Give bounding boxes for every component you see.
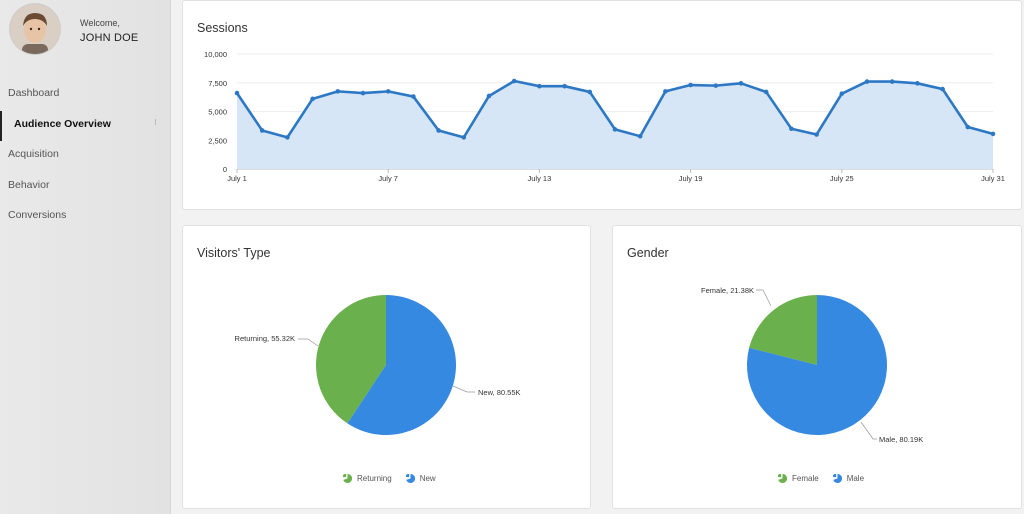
sessions-x-tick-label: July 13 <box>528 174 552 183</box>
sessions-point[interactable] <box>663 89 668 94</box>
sessions-point[interactable] <box>234 90 240 96</box>
legend-item-female[interactable]: Female <box>778 474 819 483</box>
sessions-point[interactable] <box>486 93 492 99</box>
female-legend-icon <box>778 474 787 483</box>
sessions-point[interactable] <box>537 83 542 89</box>
sessions-x-tick-label: July 31 <box>981 174 1005 183</box>
sessions-point[interactable] <box>738 81 744 86</box>
male-slice[interactable] <box>747 295 887 435</box>
sessions-point[interactable] <box>587 89 593 95</box>
sessions-y-tick-label: 10,000 <box>204 50 227 59</box>
visitors-legend: Returning New <box>343 474 436 483</box>
sessions-point[interactable] <box>285 135 290 140</box>
female-slice-label: Female, 21.38K <box>701 286 754 295</box>
legend-label-new: New <box>419 474 436 483</box>
male-slice-label: Male, 80.19K <box>879 435 923 444</box>
sidebar: Welcome, JOHN DOE Dashboard Audience Ove… <box>0 0 171 514</box>
sessions-y-tick-label: 7,500 <box>208 79 227 88</box>
sessions-point[interactable] <box>637 133 643 139</box>
female-slice[interactable] <box>749 295 817 365</box>
sidebar-nav: Dashboard Audience Overview Acquisition … <box>0 80 170 233</box>
new-leader-line <box>452 385 475 393</box>
new-slice-label: New, 80.55K <box>478 388 521 397</box>
sessions-point[interactable] <box>713 83 719 88</box>
returning-slice-label: Returning, 55.32K <box>235 334 295 343</box>
legend-label-female: Female <box>792 474 819 483</box>
sessions-x-tick-label: July 19 <box>679 174 703 183</box>
sessions-point[interactable] <box>259 128 265 133</box>
gender-pie-chart: Female, 21.38K Male, 80.19K <box>701 286 923 444</box>
male-leader-line <box>860 421 877 440</box>
female-leader-line <box>756 289 772 307</box>
sessions-point[interactable] <box>612 127 618 132</box>
sessions-y-tick-label: 2,500 <box>208 136 227 145</box>
sessions-point[interactable] <box>360 90 366 96</box>
username: JOHN DOE <box>80 32 139 44</box>
legend-label-returning: Returning <box>357 474 392 483</box>
sessions-point[interactable] <box>789 126 794 132</box>
sessions-chart: 0 2,500 5,000 7,500 10,000 July 1 July 7 July 1… <box>204 50 1005 183</box>
sessions-area <box>237 81 993 169</box>
sessions-point[interactable] <box>310 96 315 102</box>
gender-card: Gender Female, 21.38K Male, 80.19K Femal… <box>612 225 1022 509</box>
legend-item-returning[interactable]: Returning <box>343 474 392 483</box>
sidebar-item-acquisition[interactable]: Acquisition <box>8 148 59 160</box>
sessions-point[interactable] <box>411 94 416 99</box>
sessions-point[interactable] <box>562 83 567 89</box>
sessions-point[interactable] <box>688 82 693 88</box>
male-legend-icon <box>832 474 842 483</box>
sessions-point[interactable] <box>889 79 895 84</box>
sessions-card: Sessions 0 2,500 5,000 7,500 10,000 July 1 Jul… <box>182 0 1022 210</box>
sidebar-item-conversions[interactable]: Conversions <box>8 209 67 221</box>
welcome-text: Welcome, <box>80 18 120 28</box>
sessions-y-tick-label: 5,000 <box>208 108 227 117</box>
sessions-point[interactable] <box>385 89 391 94</box>
sessions-x-tick-label: July 7 <box>378 174 398 183</box>
returning-legend-icon <box>343 474 352 483</box>
sessions-point[interactable] <box>814 132 819 137</box>
new-slice[interactable] <box>347 295 456 435</box>
new-legend-icon <box>405 474 415 483</box>
sessions-point[interactable] <box>335 89 341 94</box>
gender-legend: Female Male <box>778 474 864 483</box>
sessions-x-tick-label: July 25 <box>830 174 854 183</box>
sessions-point[interactable] <box>461 135 467 140</box>
legend-item-male[interactable]: Male <box>832 474 865 483</box>
sessions-point[interactable] <box>940 86 945 92</box>
returning-leader-line <box>298 338 319 347</box>
visitors-type-card: Visitors' Type Returning, 55.32K New, 80… <box>182 225 591 509</box>
returning-slice[interactable] <box>315 295 386 424</box>
sessions-point[interactable] <box>864 79 870 84</box>
sessions-point[interactable] <box>915 81 920 86</box>
sessions-point[interactable] <box>763 89 769 95</box>
avatar[interactable] <box>10 4 60 54</box>
sidebar-item-dashboard[interactable]: Dashboard <box>8 87 60 99</box>
sidebar-item-behavior[interactable]: Behavior <box>8 178 50 191</box>
sessions-point[interactable] <box>436 128 441 133</box>
visitors-type-title: Visitors' Type <box>197 246 271 260</box>
gender-title: Gender <box>627 246 669 260</box>
sessions-point[interactable] <box>839 91 845 96</box>
legend-item-new[interactable]: New <box>405 474 436 483</box>
sessions-point[interactable] <box>511 78 517 84</box>
sessions-title: Sessions <box>197 21 248 35</box>
legend-label-male: Male <box>846 474 865 483</box>
sessions-point[interactable] <box>965 124 971 130</box>
visitors-pie-chart: Returning, 55.32K New, 80.55K <box>235 295 521 435</box>
sessions-x-tick-label: July 1 <box>227 174 247 183</box>
sessions-y-tick-label: 0 <box>223 165 227 174</box>
user-profile: Welcome, JOHN DOE <box>10 4 170 54</box>
sessions-point[interactable] <box>990 131 996 137</box>
sidebar-item-audience-overview[interactable]: Audience Overview <box>0 110 170 141</box>
